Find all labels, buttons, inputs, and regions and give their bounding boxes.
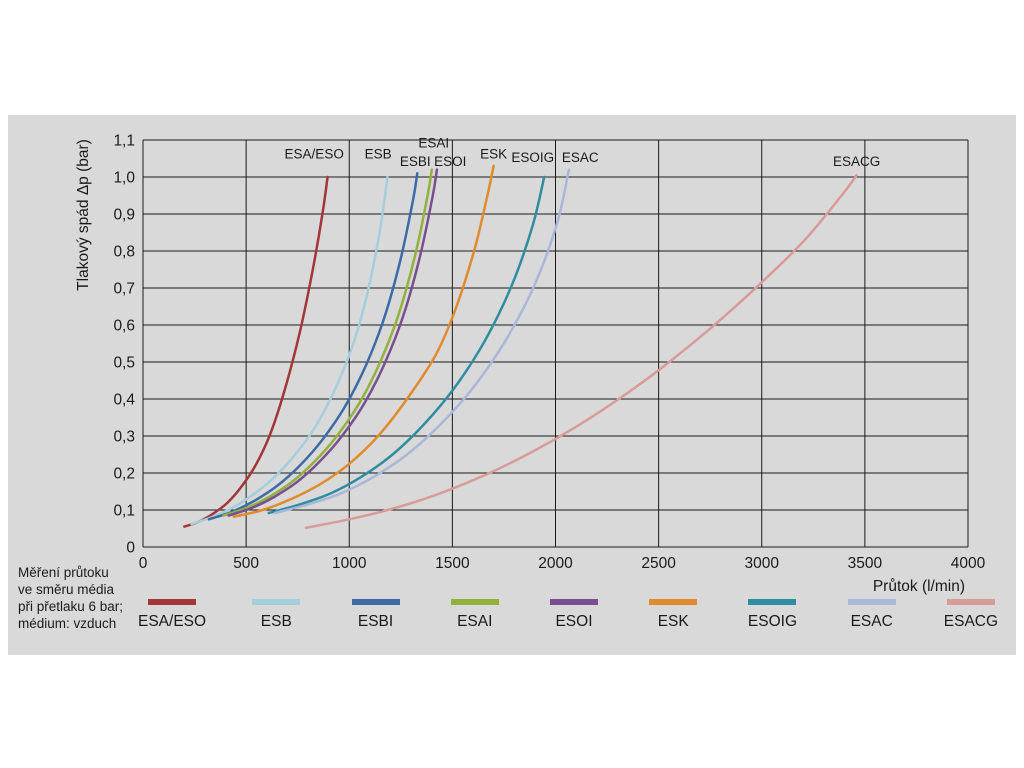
series-label: ESAC (562, 150, 599, 165)
legend-item-esoig: ESOIG (743, 599, 801, 631)
legend-item-esk: ESK (644, 599, 702, 631)
legend-label: ESOIG (747, 613, 798, 630)
series-label: ESB (365, 147, 392, 162)
y-tick-label: 0,6 (113, 318, 135, 335)
y-tick-label: 0,9 (113, 207, 135, 224)
grid (142, 139, 969, 548)
series-label: ESK (480, 147, 507, 162)
series-label: ESAI (418, 135, 449, 150)
legend-item-esac: ESAC (843, 599, 901, 631)
chart-panel: 0 0,1 0,2 0,3 0,4 0,5 0,6 0,7 0,8 0,9 1,0 1,1 0 500 10… (8, 115, 1016, 655)
x-tick-label: 3000 (745, 555, 780, 572)
y-tick-label: 0 (126, 540, 135, 557)
legend-item-esai: ESAI (446, 599, 504, 631)
note-line: ve směru média (18, 582, 115, 597)
x-tick-label: 1500 (435, 555, 470, 572)
note-line: Měření průtoku (18, 565, 109, 580)
y-axis-title: Tlakový spád Δp (bar) (75, 139, 92, 291)
legend-item-esacg: ESACG (942, 599, 1000, 631)
legend: ESA/ESO ESB ESBI ESAI ESOI ESK ESOIG ESAC ESACG (138, 599, 1000, 631)
series-label: ESBI (400, 154, 431, 169)
y-tick-label: 1,1 (113, 133, 135, 150)
series-curve-esoi (227, 168, 439, 517)
x-tick-label: 2000 (538, 555, 573, 572)
legend-swatch (946, 599, 995, 605)
legend-label: ESACG (943, 613, 999, 630)
legend-swatch (450, 599, 499, 605)
legend-label: ESOI (555, 613, 593, 630)
x-tick-label: 4000 (951, 555, 986, 572)
series-labels: ESA/ESO ESB ESBI ESAI ESOI ESK ESOIG ESAC ESACG (285, 135, 881, 169)
legend-swatch (252, 599, 301, 605)
y-tick-label: 0,8 (113, 244, 135, 261)
legend-swatch (847, 599, 896, 605)
legend-label: ESAI (457, 613, 493, 630)
series-curve-esk (232, 164, 495, 518)
series-label: ESOIG (511, 150, 554, 165)
x-tick-label: 2500 (641, 555, 676, 572)
series-curve-esacg (304, 173, 858, 530)
y-tick-label: 0,4 (113, 392, 135, 409)
legend-label: ESBI (357, 613, 394, 630)
legend-label: ESK (657, 613, 689, 630)
series-label: ESOI (434, 154, 466, 169)
series-label: ESACG (833, 154, 880, 169)
flow-pressure-drop-chart: 0 0,1 0,2 0,3 0,4 0,5 0,6 0,7 0,8 0,9 1,0 1,1 0 500 10… (75, 133, 986, 596)
note-line: médium: vzduch (18, 616, 117, 631)
y-tick-label: 0,5 (113, 355, 135, 372)
y-tick-labels: 0 0,1 0,2 0,3 0,4 0,5 0,6 0,7 0,8 0,9 1,0 1,1 (113, 133, 135, 557)
series-curve-esai (222, 168, 434, 517)
x-axis-title: Průtok (l/min) (873, 578, 965, 595)
y-tick-label: 0,2 (113, 466, 135, 483)
legend-swatch (649, 599, 698, 605)
y-tick-label: 0,1 (113, 503, 135, 520)
legend-item-esoi: ESOI (545, 599, 603, 631)
series-curve-esbi (207, 172, 419, 521)
series-curves (183, 164, 858, 530)
x-tick-label: 500 (233, 555, 259, 572)
legend-label: ESA/ESO (138, 613, 207, 630)
series-label: ESA/ESO (285, 147, 344, 162)
series-curve-esoig (267, 175, 546, 515)
legend-item-esb: ESB (247, 599, 305, 631)
x-tick-label: 1000 (332, 555, 367, 572)
series-curve-esa-eso (183, 175, 329, 528)
x-tick-labels: 0 500 1000 1500 2000 2500 3000 3500 4000 (139, 555, 986, 572)
legend-swatch (748, 599, 797, 605)
note-line: při přetlaku 6 bar; (18, 599, 124, 614)
y-tick-label: 1,0 (113, 170, 135, 187)
legend-item-esa-eso: ESA/ESO (138, 599, 206, 631)
series-curve-esac (273, 168, 571, 515)
y-tick-label: 0,7 (113, 281, 135, 298)
legend-item-esbi: ESBI (347, 599, 405, 631)
y-tick-label: 0,3 (113, 429, 135, 446)
series-curve-esb (190, 175, 389, 526)
measurement-note: Měření průtoku ve směru média při přetla… (18, 564, 123, 632)
legend-label: ESAC (850, 613, 893, 630)
legend-swatch (148, 599, 197, 605)
x-tick-label: 3500 (848, 555, 883, 572)
legend-swatch (550, 599, 598, 605)
legend-swatch (351, 599, 400, 605)
legend-label: ESB (260, 613, 292, 630)
x-tick-label: 0 (139, 555, 148, 572)
